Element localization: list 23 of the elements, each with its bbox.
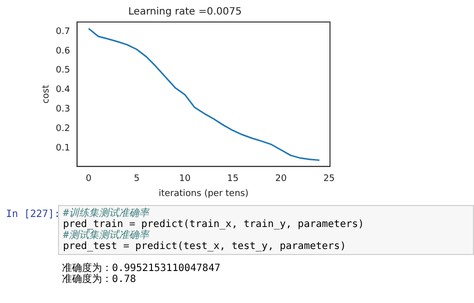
x-tick-label: 25	[323, 174, 335, 184]
text: 准确度为：0.78	[62, 274, 138, 285]
y-axis-title: cost	[42, 84, 52, 104]
text: #训练集测试准确率	[63, 208, 151, 219]
x-tick-label: 15	[227, 174, 239, 184]
x-tick-label: 5	[134, 174, 140, 184]
x-tick-label: 0	[86, 174, 92, 184]
text: 准确度为：0.9952153110047847	[62, 263, 220, 274]
chart-title: Learning rate =0.0075	[128, 6, 242, 18]
y-tick-label: 0.3	[56, 104, 70, 114]
text: #测试集测试准确率	[63, 230, 151, 241]
x-axis-title: iterations (per tens)	[158, 188, 248, 199]
y-tick-label: 0.7	[56, 26, 70, 37]
x-tick-label: 10	[179, 174, 191, 184]
text: pred_test = predict(test_x, test_y, parameters)	[63, 241, 347, 252]
text: In [227]:	[6, 209, 60, 220]
y-tick-label: 0.1	[56, 143, 70, 154]
text: pred_train = predict(train_x, train_y, parameters)	[63, 219, 366, 230]
y-tick-label: 0.6	[56, 46, 70, 56]
y-tick-label: 0.2	[56, 124, 70, 134]
x-tick-label: 20	[275, 174, 287, 184]
y-tick-label: 0.5	[56, 66, 70, 76]
y-tick-label: 0.4	[56, 85, 70, 96]
